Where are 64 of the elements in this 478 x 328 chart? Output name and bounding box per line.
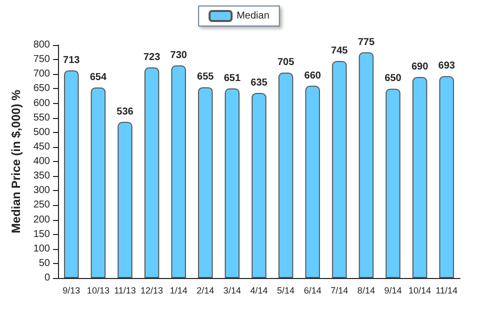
x-tick-label: 12/13 [140,286,164,296]
x-tick-label: 4/14 [250,286,268,296]
data-label: 655 [197,72,214,83]
data-label: 654 [90,72,107,84]
x-tick-label: 2/14 [196,286,214,296]
x-tick-label: 9/14 [384,286,402,296]
y-tick-label: 50 [38,258,50,269]
bar [439,76,454,278]
data-label: 730 [170,50,188,61]
data-label: 693 [438,60,456,72]
legend-label: Median [236,10,270,22]
data-label: 635 [250,78,268,89]
x-tick-label: 5/14 [277,286,295,296]
y-tick-label: 250 [33,200,50,211]
y-tick-label: 600 [33,98,50,109]
data-label: 651 [224,72,241,84]
y-axis-title: Median Price (in $,000) % [9,89,23,234]
bar [305,86,320,278]
x-tick-label: 6/14 [304,286,322,296]
data-label: 713 [63,54,80,66]
bar [358,52,374,278]
bar [332,61,347,278]
bar [198,87,213,278]
data-label: 775 [358,36,375,48]
x-tick-label: 3/14 [223,286,241,296]
x-tick-label: 11/13 [114,286,136,296]
y-tick-label: 500 [33,126,50,138]
bar [278,72,294,278]
bar [118,122,132,278]
y-tick-label: 750 [33,54,50,66]
x-tick-label: 10/14 [408,286,432,296]
x-tick-label: 8/14 [357,286,375,296]
bar [171,65,186,278]
y-tick-label: 800 [33,40,50,50]
bar [224,88,240,278]
y-tick-label: 400 [33,156,50,167]
data-label: 705 [277,57,295,68]
x-tick-label: 7/14 [330,286,348,296]
data-label: 536 [116,106,134,118]
x-tick-label: 9/13 [62,286,80,296]
y-tick-label: 150 [33,228,50,240]
data-label: 650 [384,73,402,84]
y-tick-label: 0 [44,272,50,284]
bar [90,88,106,278]
y-tick-label: 650 [33,83,50,94]
data-label: 690 [411,62,429,73]
data-label: 745 [331,46,348,57]
y-tick-label: 200 [33,214,50,226]
y-tick-label: 450 [33,141,50,152]
x-tick-label: 10/13 [86,286,110,296]
bar [412,77,428,278]
y-tick-label: 550 [33,112,50,124]
bar [252,93,266,278]
y-tick-label: 100 [33,243,50,254]
y-tick-label: 300 [33,185,50,196]
bar [386,88,400,278]
x-tick-label: 11/14 [436,286,458,296]
x-tick-label: 1/14 [170,286,188,296]
data-label: 660 [304,70,322,82]
bar [144,67,160,278]
bar [64,70,79,278]
y-tick-label: 350 [33,170,50,182]
y-tick-label: 700 [33,68,50,80]
data-label: 723 [143,52,161,63]
